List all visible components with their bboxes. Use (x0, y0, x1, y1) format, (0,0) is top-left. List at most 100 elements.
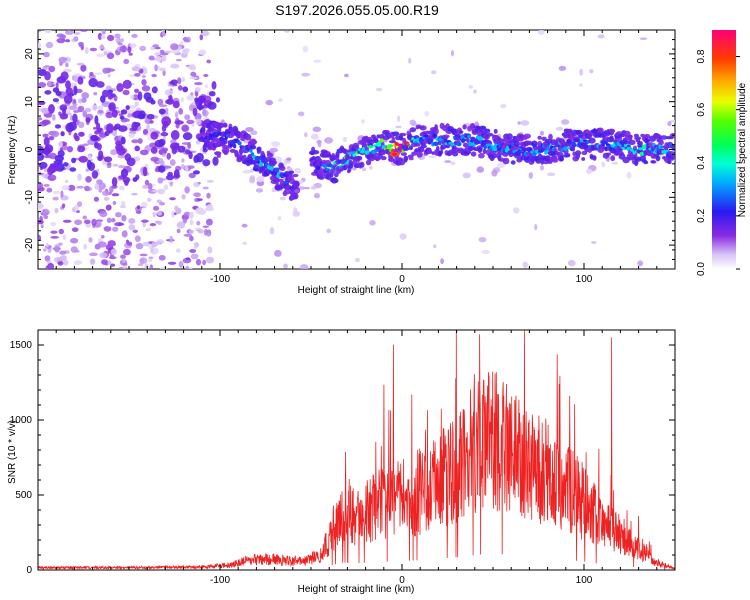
spectrogram-cell (187, 142, 192, 149)
spectrogram-cell (508, 150, 514, 158)
snr-x-ticks: -100 0 100 (37, 330, 676, 586)
spectrogram-cell (242, 154, 247, 161)
spectrogram-cell (520, 120, 530, 126)
spectrogram-cell (202, 259, 207, 266)
spectrogram-cell (200, 126, 206, 134)
spectrogram-cell (214, 134, 219, 138)
spectrogram-cell (85, 117, 91, 123)
y-tick-label: -20 (24, 237, 35, 252)
spectrogram-cell (131, 192, 138, 196)
spectrogram-cell (310, 133, 319, 140)
spectrogram-cell (38, 82, 47, 88)
colorbar-tick-label: 0.6 (696, 102, 707, 116)
spectrogram-cell (366, 139, 375, 146)
spectrogram-cell (188, 172, 196, 179)
spectrogram-cell (639, 37, 648, 40)
spectrogram-cell (252, 140, 258, 144)
spectrogram-cell (342, 136, 348, 143)
spectrogram-cell (158, 104, 168, 107)
spectrogram-cell (128, 224, 136, 231)
spectrogram-cell (622, 156, 630, 164)
spectrogram-cell (491, 169, 498, 177)
spectrogram-cell (112, 163, 119, 167)
spectrogram-cell (597, 127, 604, 134)
spectrogram-cell (44, 145, 50, 156)
spectrogram-cell (88, 237, 93, 243)
spectrogram-cell (101, 101, 111, 108)
spectrogram-cell (118, 185, 125, 191)
spectrogram-cell (89, 47, 98, 52)
snr-xlabel: Height of straight line (km) (298, 584, 415, 595)
spectrogram-cell (157, 188, 166, 195)
spectrogram-cell (591, 241, 597, 244)
spectrogram-cell (139, 253, 148, 257)
spectrogram-cell (609, 135, 614, 142)
spectrogram-cell (211, 81, 217, 90)
spectrogram-cell (352, 153, 356, 157)
spectrogram-cell (478, 237, 487, 243)
spectrogram-cell (260, 150, 265, 155)
x-tick-label: 0 (399, 575, 405, 586)
spectrogram-cell (286, 157, 292, 161)
spectrogram-cell (163, 165, 172, 169)
spectrogram-cell (63, 94, 73, 104)
spectrogram-cell (157, 98, 164, 106)
spectrogram-cell (141, 201, 148, 208)
spectrogram-cell (162, 153, 166, 157)
spectrogram-cell (558, 65, 567, 71)
spectrogram-cell (387, 144, 394, 148)
spectrogram-cell (125, 105, 130, 111)
spectrogram-cell (141, 85, 151, 92)
spectrogram-cell (420, 144, 428, 149)
spectrogram-cell (497, 138, 505, 143)
spectrogram-cell (112, 201, 117, 205)
spectrogram-cell (156, 241, 163, 245)
spectrogram-cell (107, 73, 111, 78)
spectrogram-cell (245, 127, 254, 132)
spectrogram-cell (477, 147, 483, 153)
spectrogram-cell (283, 263, 288, 269)
spectrogram-cell (181, 124, 190, 132)
spectrogram-cell (54, 124, 62, 129)
spectrogram-cell (65, 39, 71, 43)
spectrogram-cell (141, 219, 149, 223)
spectrogram-cell (206, 192, 211, 199)
spectrogram-cell (206, 180, 214, 183)
spectrogram-cell (634, 136, 642, 140)
spectrogram-cell (242, 170, 252, 174)
spectrogram-cell (101, 259, 108, 265)
spectrogram-cell (108, 102, 116, 112)
spectrogram-cell (117, 154, 126, 159)
spectrogram-cell (54, 207, 59, 214)
spectrogram-cell (70, 237, 79, 244)
spectrogram-cell (147, 183, 153, 190)
spectrogram-cell (85, 176, 92, 183)
spectrogram-cell (202, 159, 211, 167)
spectrogram-cell (215, 97, 221, 103)
spectrogram-cell (96, 143, 102, 151)
spectrogram-cell (179, 40, 184, 46)
spectrogram-cell (122, 89, 130, 96)
spectrogram-cell (374, 157, 381, 161)
x-tick-label: 100 (576, 575, 593, 586)
spectrogram-cell (38, 161, 48, 169)
spectrogram-cell (201, 30, 210, 37)
spectrogram-cell (44, 90, 52, 95)
spectrogram-cell (186, 95, 195, 101)
spectrogram-cell (181, 164, 185, 169)
spectrogram-cell (359, 161, 365, 168)
spectrogram-cell (184, 165, 189, 172)
spectrogram-cell (304, 132, 308, 138)
spectrogram-cell (466, 137, 470, 144)
spectrogram-cell (100, 35, 106, 40)
spectrogram-cell (123, 58, 130, 65)
spectrogram-cell (470, 124, 476, 131)
spectrogram-cell (185, 265, 190, 269)
spectrogram-cell (216, 153, 221, 158)
spectrogram-cell (59, 255, 67, 261)
spectrogram-cell (41, 209, 50, 216)
x-tick-label: 0 (399, 274, 405, 285)
spectrogram-cell (93, 196, 99, 202)
spectrogram-cell (667, 160, 672, 165)
spectrogram-cell (169, 197, 176, 201)
